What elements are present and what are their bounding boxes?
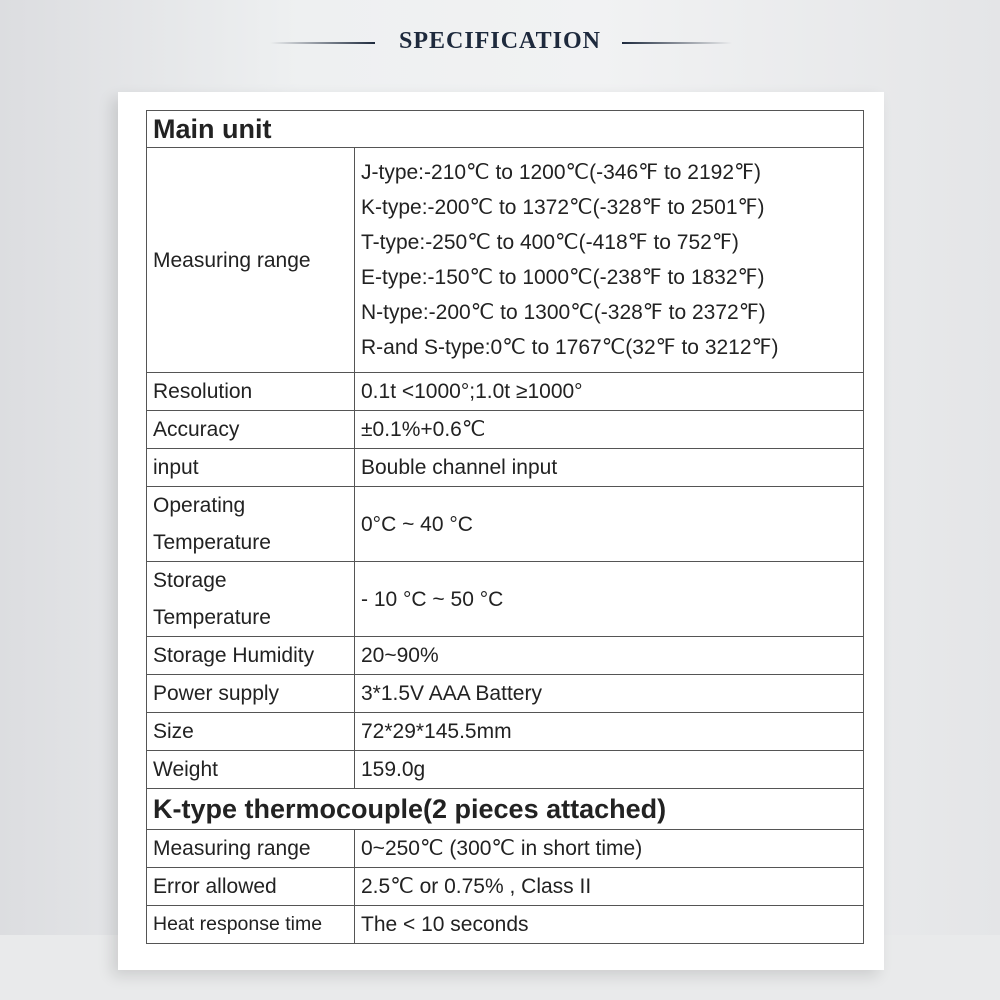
row-label: Heat response time — [146, 905, 355, 944]
row-value: ±0.1%+0.6℃ — [354, 410, 864, 449]
section-heading: Main unit — [146, 110, 864, 148]
row-value: - 10 °C ~ 50 °C — [354, 561, 864, 637]
row-value: 3*1.5V AAA Battery — [354, 674, 864, 713]
row-value: The < 10 seconds — [354, 905, 864, 944]
table-row: Power supply 3*1.5V AAA Battery — [146, 674, 864, 713]
table-row: Operating Temperature 0°C ~ 40 °C — [146, 486, 864, 562]
row-label: Storage Humidity — [146, 636, 355, 675]
table-row: Storage Humidity 20~90% — [146, 636, 864, 675]
section-header: Main unit — [146, 110, 864, 148]
table-row: Measuring range 0~250℃ (300℃ in short tim… — [146, 829, 864, 868]
page-title: SPECIFICATION — [399, 28, 601, 54]
row-value: 0.1t <1000°;1.0t ≥1000° — [354, 372, 864, 411]
row-label: Weight — [146, 750, 355, 789]
table-row: input Bouble channel input — [146, 448, 864, 487]
row-label: Operating Temperature — [146, 486, 355, 562]
range-line: N-type:-200℃ to 1300℃(-328℉ to 2372℉) — [361, 301, 766, 324]
row-value: 159.0g — [354, 750, 864, 789]
label-line: Operating — [153, 494, 246, 517]
range-line: R-and S-type:0℃ to 1767℃(32℉ to 3212℉) — [361, 336, 779, 359]
title-divider-left — [270, 42, 375, 44]
label-line: Temperature — [153, 531, 271, 554]
section-header: K-type thermocouple(2 pieces attached) — [146, 788, 864, 830]
table-row: Measuring range J-type:-210℃ to 1200℃(-3… — [146, 147, 864, 373]
row-value: J-type:-210℃ to 1200℃(-346℉ to 2192℉) K-… — [354, 147, 864, 373]
range-line: E-type:-150℃ to 1000℃(-238℉ to 1832℉) — [361, 266, 765, 289]
row-label: Resolution — [146, 372, 355, 411]
table-row: Resolution 0.1t <1000°;1.0t ≥1000° — [146, 372, 864, 411]
table-row: Accuracy ±0.1%+0.6℃ — [146, 410, 864, 449]
row-label: Measuring range — [146, 829, 355, 868]
range-line: K-type:-200℃ to 1372℃(-328℉ to 2501℉) — [361, 196, 765, 219]
label-line: Temperature — [153, 606, 271, 629]
spec-table: Main unit Measuring range J-type:-210℃ t… — [146, 110, 864, 944]
row-value: 20~90% — [354, 636, 864, 675]
row-label: Size — [146, 712, 355, 751]
title-bar: SPECIFICATION — [0, 26, 1000, 58]
row-value: 0~250℃ (300℃ in short time) — [354, 829, 864, 868]
row-value: 72*29*145.5mm — [354, 712, 864, 751]
table-row: Storage Temperature - 10 °C ~ 50 °C — [146, 561, 864, 637]
label-line: Storage — [153, 569, 227, 592]
section-heading: K-type thermocouple(2 pieces attached) — [146, 788, 864, 830]
range-line: T-type:-250℃ to 400℃(-418℉ to 752℉) — [361, 231, 739, 254]
row-label: Storage Temperature — [146, 561, 355, 637]
row-label: Accuracy — [146, 410, 355, 449]
row-label: Power supply — [146, 674, 355, 713]
table-row: Heat response time The < 10 seconds — [146, 905, 864, 944]
table-row: Weight 159.0g — [146, 750, 864, 789]
row-value: Bouble channel input — [354, 448, 864, 487]
range-line: J-type:-210℃ to 1200℃(-346℉ to 2192℉) — [361, 161, 762, 184]
row-value: 0°C ~ 40 °C — [354, 486, 864, 562]
table-row: Error allowed 2.5℃ or 0.75% , Class II — [146, 867, 864, 906]
row-label: Error allowed — [146, 867, 355, 906]
table-row: Size 72*29*145.5mm — [146, 712, 864, 751]
row-label: input — [146, 448, 355, 487]
row-label: Measuring range — [146, 147, 355, 373]
row-value: 2.5℃ or 0.75% , Class II — [354, 867, 864, 906]
title-divider-right — [622, 42, 732, 44]
